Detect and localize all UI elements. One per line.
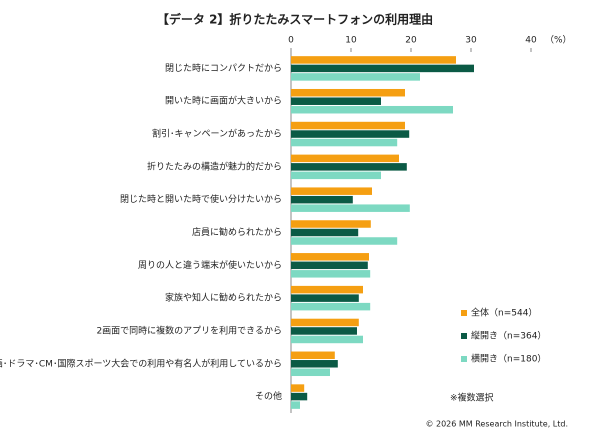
x-tick-label: 20 [405, 36, 417, 46]
x-tick-label: 30 [465, 36, 477, 46]
legend-label: 横開き（n=180） [471, 353, 546, 365]
bar [291, 121, 405, 130]
copyright: © 2026 MM Research Institute, Ltd. [425, 420, 568, 429]
bar [291, 285, 363, 294]
bar [291, 105, 453, 114]
bar [291, 138, 398, 147]
x-tick-label: 10 [345, 36, 357, 46]
bar [291, 318, 359, 327]
bar [291, 327, 357, 335]
y-tick-label: 折りたたみの構造が魅力的だから [147, 160, 282, 172]
y-tick-label: その他 [255, 390, 282, 402]
bar [291, 195, 353, 204]
bar [291, 351, 335, 360]
y-tick-label: 閉じた時にコンパクトだから [165, 63, 282, 74]
bar [291, 392, 308, 401]
bar [291, 163, 407, 171]
bar [291, 368, 330, 377]
y-tick-label: 閉じた時と開いた時で使い分けたいから [120, 193, 282, 205]
bar [291, 88, 405, 97]
bar [291, 302, 371, 311]
y-tick-label: 2画面で同時に複数のアプリを利用できるから [96, 324, 282, 336]
bar [291, 64, 474, 73]
legend-swatch [461, 333, 467, 339]
bar [291, 204, 410, 212]
y-tick-label: 家族や知人に勧められたから [165, 292, 282, 304]
bar [291, 154, 399, 163]
bar [291, 97, 381, 105]
y-tick-label: 割引･キャンペーンがあったから [152, 128, 282, 140]
bar [291, 335, 363, 344]
x-tick-label: 40 [525, 36, 537, 46]
y-tick-label: 周りの人と違う端末が使いたいから [138, 259, 282, 271]
bar [291, 384, 305, 392]
y-tick-label: 映画･ドラマ･CM･国際スポーツ大会での利用や有名人が利用しているから [0, 357, 282, 369]
y-tick-label: 開いた時に画面が大きいから [165, 95, 282, 107]
legend-swatch [461, 310, 467, 316]
x-unit: （%） [545, 35, 572, 46]
legend-label: 全体（n=544） [471, 307, 537, 319]
bar [291, 261, 368, 270]
chart-title: 【データ 2】折りたたみスマートフォンの利用理由 [157, 12, 433, 27]
bar [291, 187, 372, 195]
legend-label: 縦開き（n=364） [471, 330, 546, 342]
bar [291, 294, 359, 302]
legend-swatch [461, 356, 467, 362]
bar [291, 253, 369, 261]
bar [291, 73, 420, 81]
bar [291, 401, 300, 409]
note: ※複数選択 [450, 392, 494, 404]
x-tick-label: 0 [288, 36, 294, 46]
bar [291, 360, 338, 368]
bar [291, 56, 456, 64]
bar [291, 220, 371, 228]
bar [291, 237, 398, 245]
y-tick-label: 店員に勧められたから [192, 226, 282, 238]
bar [291, 270, 371, 278]
bar [291, 228, 359, 237]
bar [291, 171, 381, 180]
bar [291, 130, 410, 138]
